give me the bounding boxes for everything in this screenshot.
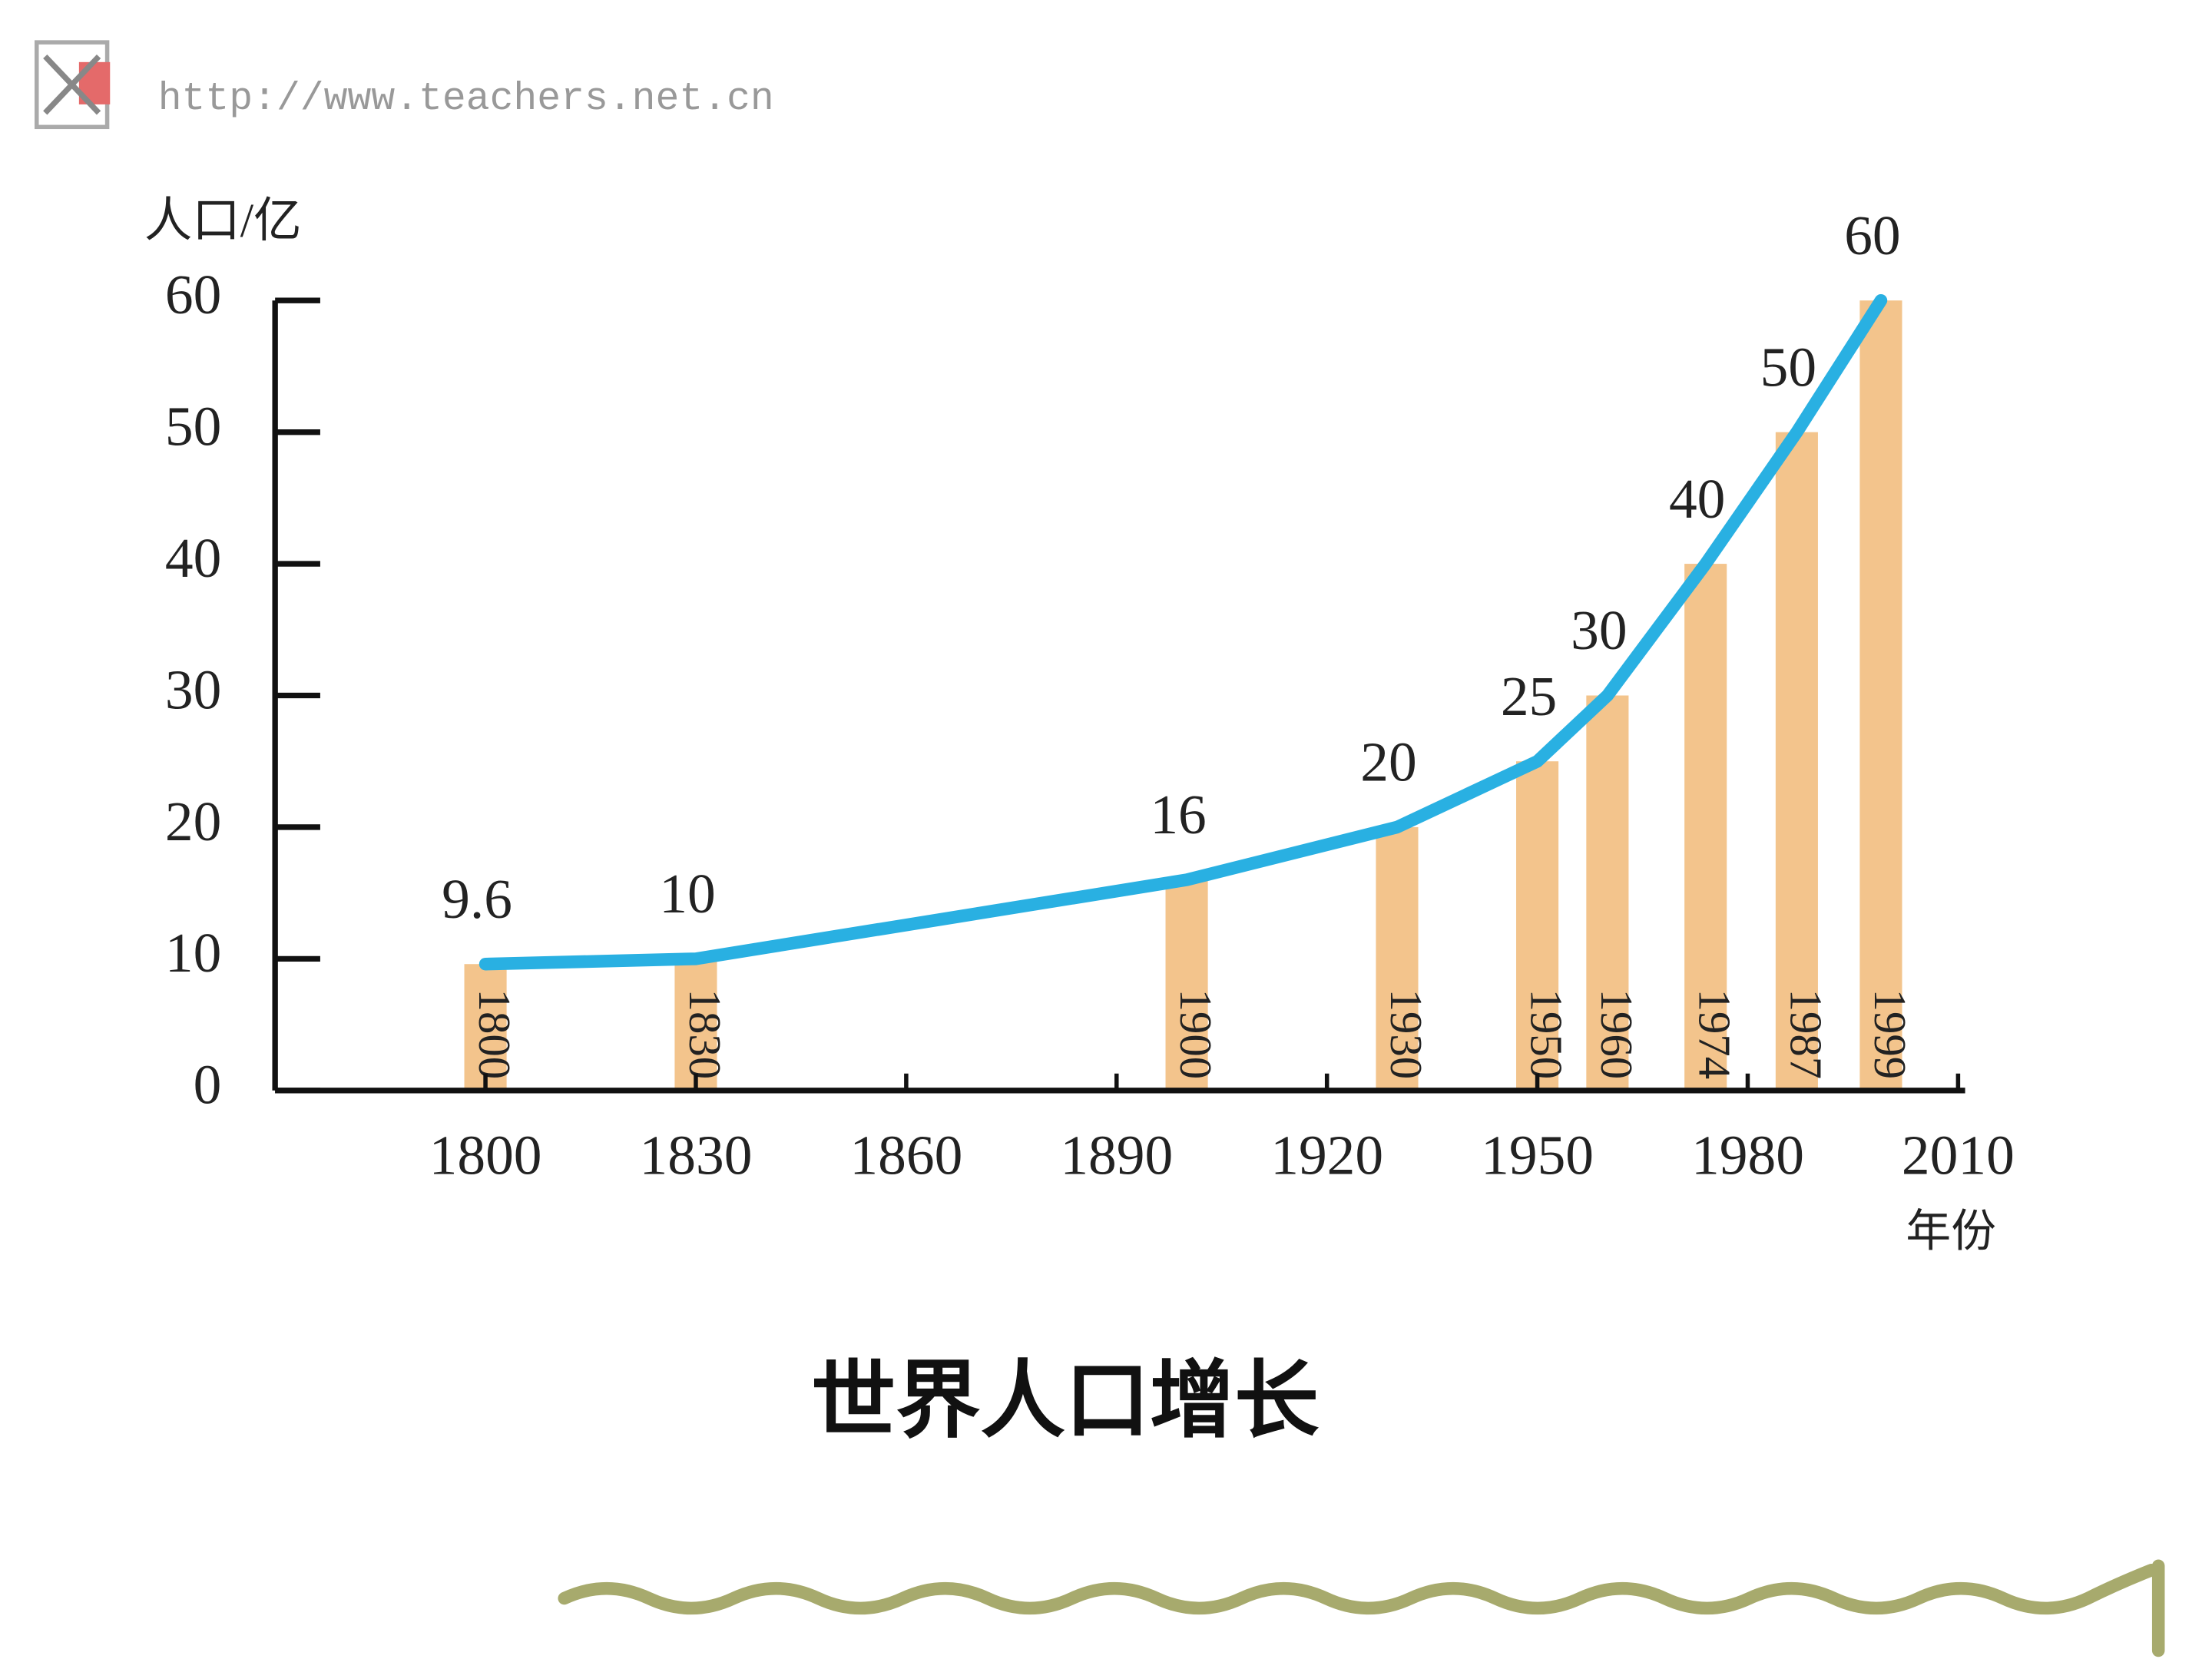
value-label: 9.6: [442, 868, 512, 930]
y-tick-label: 20: [165, 790, 221, 853]
x-tick-label: 1920: [1270, 1124, 1383, 1186]
trend-line: [478, 293, 1888, 971]
x-tick-label: 1890: [1060, 1124, 1173, 1186]
bar: [1586, 695, 1629, 1091]
bar-year-label: 1830: [680, 989, 730, 1080]
bar: [1165, 879, 1208, 1091]
y-axis-label: 人口/亿: [144, 194, 302, 247]
bar-year-label: 1900: [1171, 989, 1220, 1080]
bar: [1775, 432, 1818, 1091]
bar: [464, 964, 507, 1091]
value-label: 60: [1844, 204, 1900, 267]
bar-year-label: 1950: [1522, 989, 1571, 1080]
value-label: 16: [1150, 783, 1206, 846]
bar-year-label: 1987: [1780, 989, 1830, 1080]
source-url: http://www.teachers.net.cn: [158, 77, 774, 121]
bar: [1859, 300, 1902, 1091]
bar-year-label: 1999: [1865, 989, 1915, 1080]
y-tick-label: 60: [165, 263, 221, 326]
broken-image-icon: [35, 40, 111, 130]
value-label: 10: [659, 863, 715, 925]
y-tick-label: 50: [165, 396, 221, 458]
bar-year-label: 1960: [1591, 989, 1641, 1080]
bar-year-label: 1974: [1690, 989, 1740, 1080]
bar: [1376, 826, 1419, 1091]
x-tick-label: 1980: [1691, 1124, 1804, 1186]
y-tick-label: 40: [165, 527, 221, 589]
y-tick-label: 10: [165, 922, 221, 984]
x-tick-label: 2010: [1902, 1124, 2015, 1186]
plot: 1800 1830 1900 1930 1950 1960 1974 1987 1999 0 10 2…: [165, 204, 2015, 1187]
bar: [1516, 761, 1559, 1091]
chart-title: 世界人口增长: [811, 1351, 1319, 1449]
bar-year-label: 1930: [1381, 989, 1431, 1080]
y-tick-label: 0: [194, 1054, 222, 1116]
y-tick-label: 30: [165, 658, 221, 720]
x-tick-label: 1800: [429, 1124, 542, 1186]
value-label: 20: [1360, 731, 1416, 793]
bar-year-label: 1800: [469, 989, 519, 1080]
x-axis-label: 年份: [1906, 1206, 1996, 1256]
bar: [1684, 564, 1727, 1091]
value-label: 25: [1501, 665, 1557, 727]
x-tick-label: 1830: [640, 1124, 753, 1186]
bar: [674, 959, 717, 1091]
value-label: 40: [1669, 468, 1725, 530]
decorative-vine: [558, 1559, 2165, 1657]
value-label: 50: [1760, 336, 1816, 398]
x-tick-label: 1950: [1481, 1124, 1594, 1186]
value-label: 30: [1571, 599, 1627, 661]
x-tick-label: 1860: [849, 1124, 962, 1186]
